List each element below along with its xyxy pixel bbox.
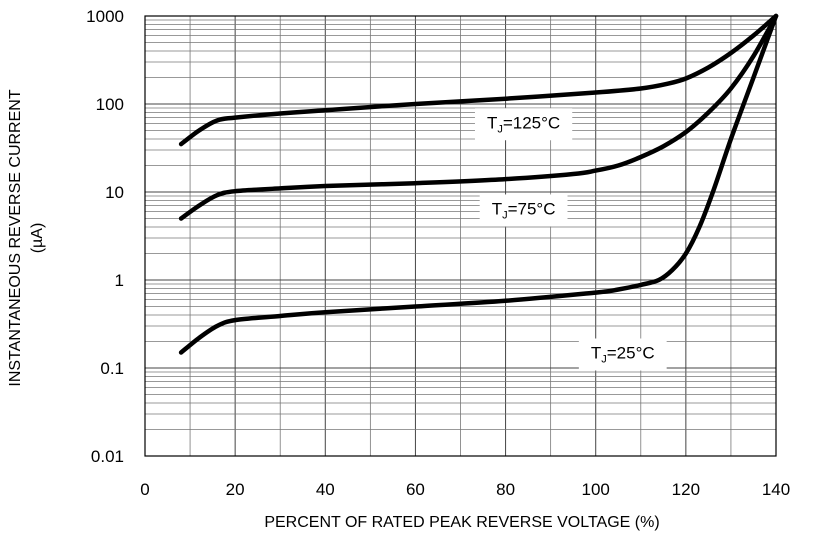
series-label-text: TJ=25°C bbox=[591, 344, 655, 366]
x-tick-label: 40 bbox=[316, 480, 335, 499]
x-tick-label: 0 bbox=[140, 480, 149, 499]
x-tick-label: 80 bbox=[496, 480, 515, 499]
grid bbox=[145, 16, 776, 456]
series-line bbox=[178, 13, 779, 355]
y-tick-label: 10 bbox=[105, 183, 124, 202]
series-label: TJ=25°C bbox=[578, 338, 667, 371]
series-label-background bbox=[474, 108, 573, 141]
y-tick-label: 1000 bbox=[86, 7, 124, 26]
series-label-text: TJ=75°C bbox=[492, 199, 556, 221]
y-tick-label: 0.01 bbox=[91, 447, 124, 466]
series-label-text: TJ=125°C bbox=[487, 113, 560, 135]
y-axis-unit: (µA) bbox=[29, 223, 46, 254]
x-tick-label: 140 bbox=[762, 480, 790, 499]
x-tick-label: 20 bbox=[226, 480, 245, 499]
y-tick-label: 1 bbox=[115, 271, 124, 290]
y-tick-label: 0.1 bbox=[100, 359, 124, 378]
curve-labels: TJ=125°C TJ=75°C TJ=25°C bbox=[474, 108, 667, 371]
series-label-background bbox=[479, 194, 568, 227]
x-tick-label: 60 bbox=[406, 480, 425, 499]
series-line bbox=[178, 13, 779, 221]
series-line bbox=[178, 13, 779, 147]
series-label-background bbox=[578, 338, 667, 371]
series-label: TJ=75°C bbox=[479, 194, 568, 227]
x-tick-label: 100 bbox=[582, 480, 610, 499]
plot-frame bbox=[144, 15, 777, 457]
series-label: TJ=125°C bbox=[474, 108, 573, 141]
x-tick-labels: 0 20 40 60 80 100 120 140 bbox=[140, 480, 790, 499]
y-tick-labels: 0.01 0.1 1 10 100 1000 bbox=[86, 7, 124, 466]
x-axis-label: PERCENT OF RATED PEAK REVERSE VOLTAGE (%… bbox=[264, 514, 659, 531]
y-axis-label: INSTANTANEOUS REVERSE CURRENT bbox=[7, 89, 24, 386]
x-tick-label: 120 bbox=[672, 480, 700, 499]
curves bbox=[178, 13, 779, 355]
y-tick-label: 100 bbox=[96, 95, 124, 114]
